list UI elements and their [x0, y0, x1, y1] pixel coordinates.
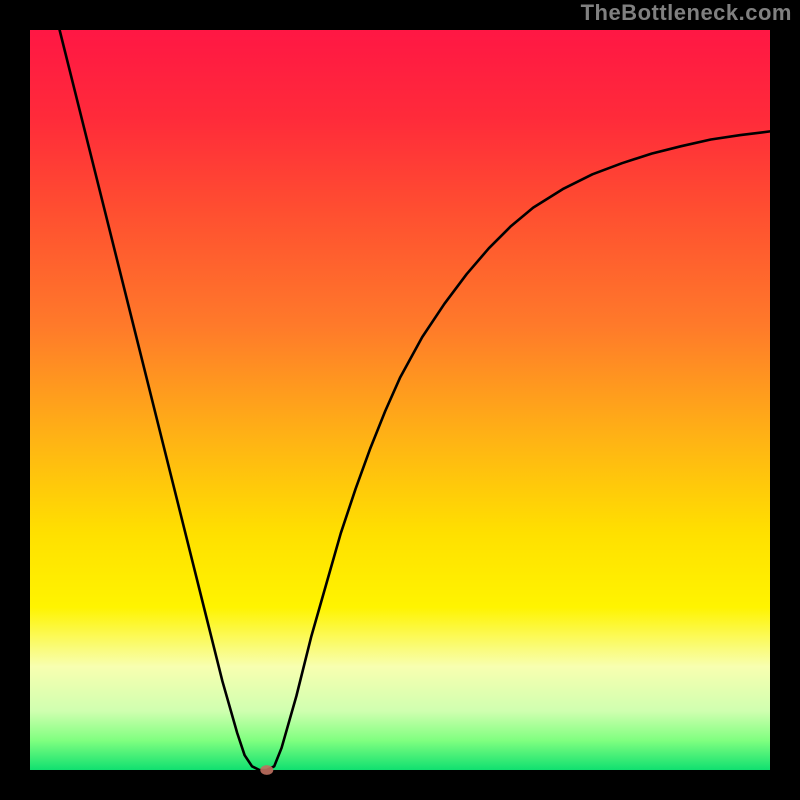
bottleneck-chart: [0, 0, 800, 800]
optimal-marker: [260, 765, 273, 775]
watermark-text: TheBottleneck.com: [581, 0, 792, 26]
plot-background: [30, 30, 770, 770]
chart-frame: TheBottleneck.com: [0, 0, 800, 800]
